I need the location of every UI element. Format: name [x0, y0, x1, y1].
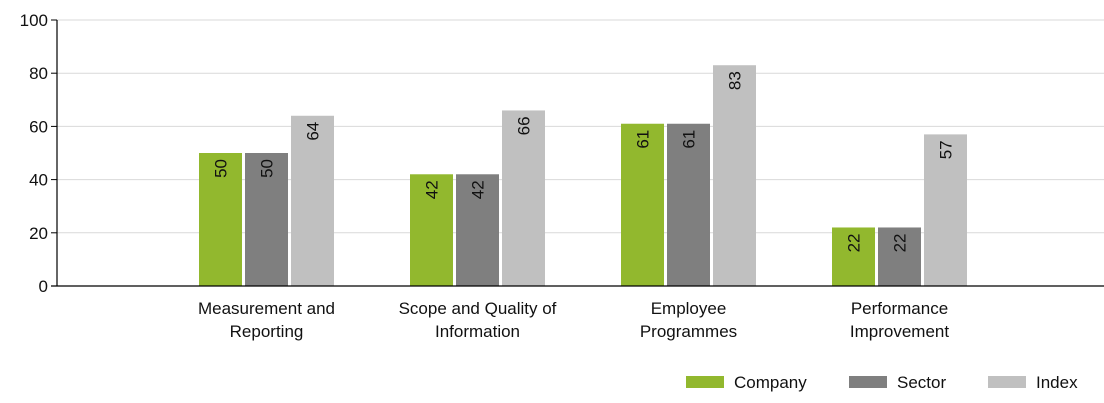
category-label-4-line-2: Improvement: [850, 322, 949, 341]
legend-label-index: Index: [1036, 373, 1078, 392]
y-tick-label-0: 0: [39, 277, 48, 296]
data-label-company-4: 22: [845, 233, 864, 252]
y-tick-label-40: 40: [29, 171, 48, 190]
data-label-index-2: 66: [515, 116, 534, 135]
y-tick-label-80: 80: [29, 64, 48, 83]
data-label-sector-3: 61: [680, 130, 699, 149]
y-tick-label-60: 60: [29, 117, 48, 136]
labels: 0 20 40 60 80 100 50 50 64 Measurement and Reporti…: [20, 11, 956, 341]
category-label-2-line-2: Information: [435, 322, 520, 341]
bar-company-4: [832, 227, 875, 286]
bar-company-1: [199, 153, 242, 286]
data-label-company-3: 61: [634, 130, 653, 149]
category-label-4-line-1: Performance: [851, 299, 948, 318]
legend-swatch-index: [988, 376, 1026, 388]
data-label-company-1: 50: [212, 159, 231, 178]
legend-label-sector: Sector: [897, 373, 946, 392]
data-label-sector-4: 22: [891, 233, 910, 252]
data-label-index-1: 64: [304, 122, 323, 141]
bar-index-2: [502, 110, 545, 286]
bar-company-3: [621, 123, 664, 287]
data-label-index-3: 83: [726, 71, 745, 90]
legend: Company Sector Index: [686, 373, 1078, 392]
bar-sector-2: [456, 174, 499, 286]
legend-swatch-company: [686, 376, 724, 388]
bar-index-1: [291, 115, 334, 286]
bar-index-3: [713, 65, 756, 286]
data-label-index-4: 57: [937, 140, 956, 159]
bar-company-2: [410, 174, 453, 286]
category-label-2-line-1: Scope and Quality of: [399, 299, 557, 318]
data-label-company-2: 42: [423, 180, 442, 199]
y-tick-label-20: 20: [29, 224, 48, 243]
legend-label-company: Company: [734, 373, 807, 392]
bar-sector-1: [245, 153, 288, 286]
bar-sector-4: [878, 227, 921, 286]
category-label-1-line-2: Reporting: [230, 322, 304, 341]
category-label-3-line-1: Employee: [651, 299, 727, 318]
axes: [51, 19, 1104, 287]
category-label-1-line-1: Measurement and: [198, 299, 335, 318]
y-tick-label-100: 100: [20, 11, 48, 30]
data-label-sector-2: 42: [469, 180, 488, 199]
legend-swatch-sector: [849, 376, 887, 388]
bar-index-4: [924, 134, 967, 286]
data-label-sector-1: 50: [258, 159, 277, 178]
category-label-3-line-2: Programmes: [640, 322, 737, 341]
bars: [199, 65, 967, 287]
bar-sector-3: [667, 123, 710, 287]
